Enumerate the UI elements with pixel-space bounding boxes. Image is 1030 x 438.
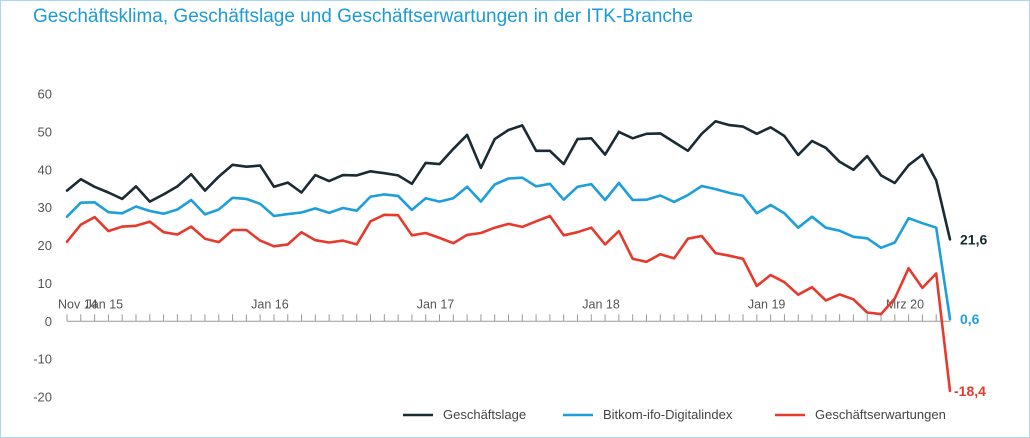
end-label-3: -18,4 — [954, 383, 986, 399]
legend-item-1: Geschäftslage — [403, 407, 526, 422]
legend: Geschäftslage Bitkom-ifo-Digitalindex Gesc… — [403, 407, 946, 422]
end-label-1: 21,6 — [960, 231, 987, 247]
y-tick-label: 40 — [38, 162, 52, 177]
legend-label: Bitkom-ifo-Digitalindex — [603, 407, 733, 422]
x-tick-label: Jan 17 — [417, 297, 455, 311]
legend-label: Geschäftslage — [443, 407, 526, 422]
y-tick-label: 60 — [38, 87, 52, 102]
x-tick-label: Jan 15 — [86, 297, 124, 311]
x-tick-label: Nov 14 — [58, 297, 98, 311]
y-axis: 60 50 40 30 20 10 0 -10 -20 — [33, 87, 52, 405]
y-tick-label: 0 — [45, 314, 52, 329]
y-tick-label: -20 — [33, 390, 52, 405]
x-tick-label: Jan 18 — [582, 297, 620, 311]
end-label-2: 0,6 — [960, 311, 980, 327]
x-tick-label: Jan 16 — [251, 297, 289, 311]
series-line-2 — [65, 176, 952, 321]
y-tick-label: 20 — [38, 238, 52, 253]
chart-title: Geschäftsklima, Geschäftslage und Geschä… — [33, 6, 694, 27]
y-tick-label: 10 — [38, 276, 52, 291]
y-tick-label: 50 — [38, 124, 52, 139]
series-lines — [65, 120, 952, 393]
series-line-3 — [65, 213, 952, 393]
x-tick-label: Jan 19 — [748, 297, 786, 311]
y-tick-label: 30 — [38, 200, 52, 215]
legend-label: Geschäftserwartungen — [815, 407, 946, 422]
legend-item-2: Bitkom-ifo-Digitalindex — [563, 407, 733, 422]
series-line-1 — [65, 120, 952, 241]
y-tick-label: -10 — [33, 352, 52, 367]
end-labels: 21,6 0,6 -18,4 — [954, 231, 987, 399]
x-axis — [66, 314, 951, 322]
legend-item-3: Geschäftserwartungen — [775, 407, 946, 422]
x-tick-label: Mrz 20 — [886, 297, 924, 311]
